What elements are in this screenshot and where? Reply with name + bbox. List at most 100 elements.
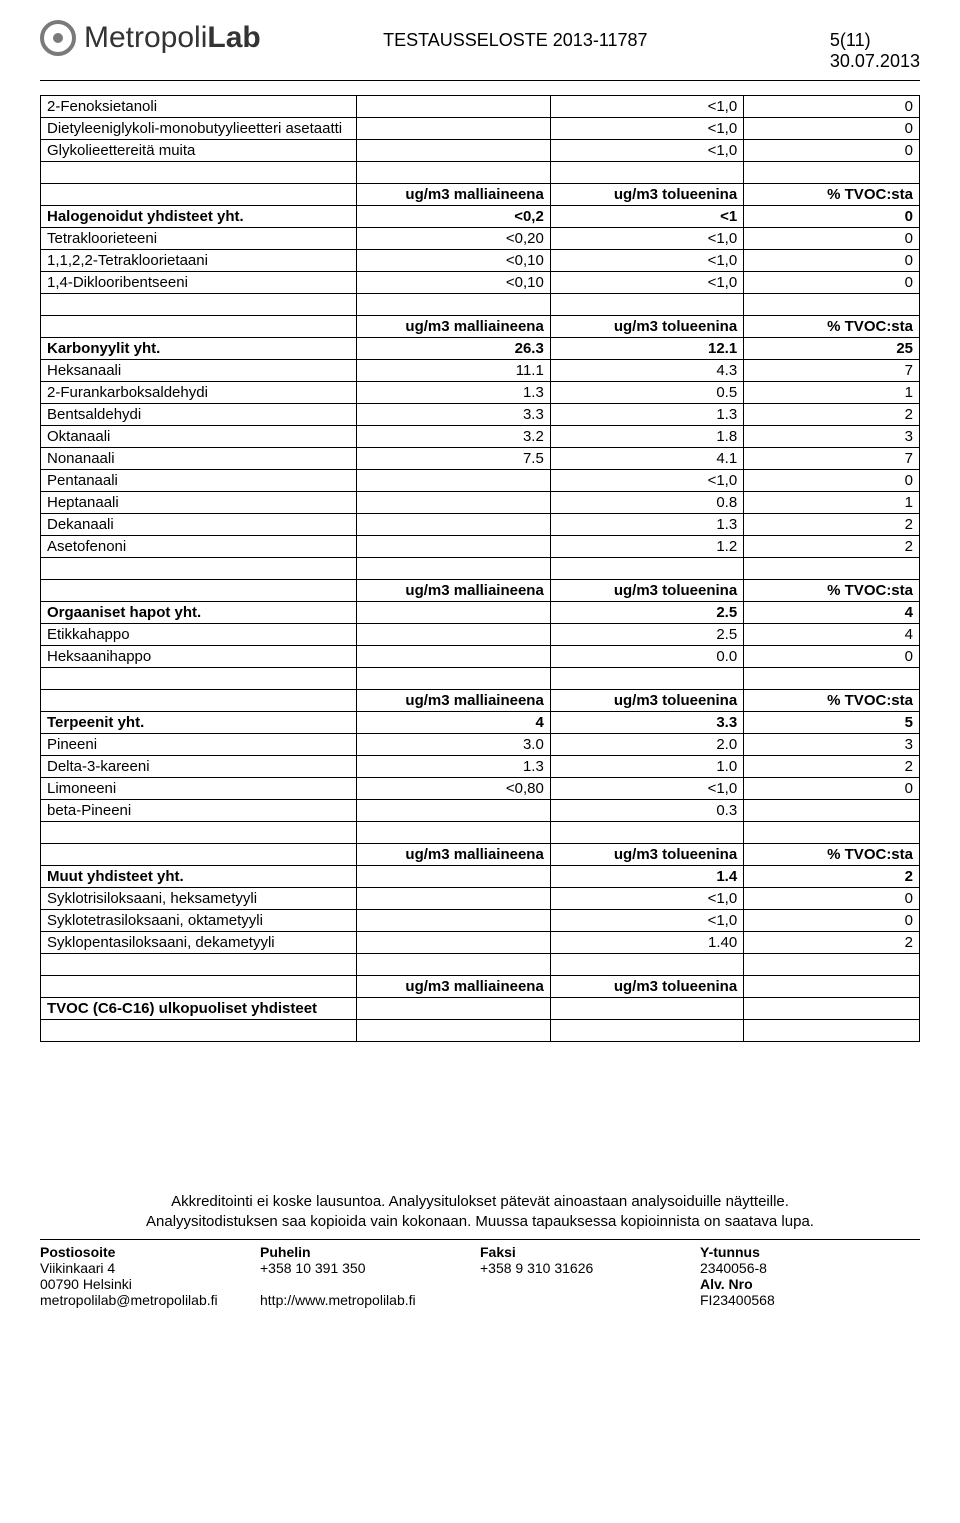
table-cell: [357, 624, 550, 646]
table-cell: 1: [744, 492, 920, 514]
table-cell: [357, 602, 550, 624]
table-cell: <1,0: [550, 888, 743, 910]
table-cell: [550, 998, 743, 1020]
table-cell: 3.3: [550, 712, 743, 734]
table-header-cell: % TVOC:sta: [744, 844, 920, 866]
logo-icon: [40, 20, 76, 56]
table-row: Glykolieettereitä muita<1,00: [41, 140, 920, 162]
table-cell: 1.3: [550, 514, 743, 536]
table-cell: <0,10: [357, 272, 550, 294]
table-row: Dekanaali 1.32: [41, 514, 920, 536]
table-cell: 4.3: [550, 360, 743, 382]
table-cell: <1,0: [550, 228, 743, 250]
footer-label: Faksi: [480, 1244, 700, 1260]
table-cell: <1,0: [550, 96, 743, 118]
table-cell: 2: [744, 756, 920, 778]
table-header-row: ug/m3 malliaineenaug/m3 tolueenina% TVOC…: [41, 844, 920, 866]
table-cell: [357, 470, 550, 492]
table-cell: <0,10: [357, 250, 550, 272]
table-cell: 25: [744, 338, 920, 360]
table-cell: [357, 910, 550, 932]
table-cell: 2.5: [550, 624, 743, 646]
table-cell: [357, 888, 550, 910]
table-row-label: beta-Pineeni: [41, 800, 357, 822]
table-cell: <0,20: [357, 228, 550, 250]
page-header: MetropoliLab TESTAUSSELOSTE 2013-11787 5…: [40, 20, 920, 72]
table-blank-row: [41, 162, 920, 184]
footer-columns: Postiosoite Viikinkaari 4 00790 Helsinki…: [40, 1244, 920, 1308]
table-blank-row: [41, 558, 920, 580]
table-row-label: Pineeni: [41, 734, 357, 756]
table-header-cell: [41, 580, 357, 602]
table-row-label: Limoneeni: [41, 778, 357, 800]
table-cell: <1,0: [550, 118, 743, 140]
table-row: Tetrakloorieteeni<0,20<1,00: [41, 228, 920, 250]
table-row-label: Dekanaali: [41, 514, 357, 536]
table-header-cell: % TVOC:sta: [744, 690, 920, 712]
table-row-label: Heptanaali: [41, 492, 357, 514]
table-row: 1,1,2,2-Tetrakloorietaani<0,10<1,00: [41, 250, 920, 272]
footer-note-line1: Akkreditointi ei koske lausuntoa. Analyy…: [40, 1192, 920, 1212]
table-row: Bentsaldehydi3.31.32: [41, 404, 920, 426]
table-header-cell: ug/m3 malliaineena: [357, 844, 550, 866]
table-row-label: Tetrakloorieteeni: [41, 228, 357, 250]
footer-note-line2: Analyysitodistuksen saa kopioida vain ko…: [40, 1212, 920, 1232]
table-cell: [357, 96, 550, 118]
table-cell: 1.3: [550, 404, 743, 426]
table-cell: 2: [744, 514, 920, 536]
table-row-label: 1,4-Diklooribentseeni: [41, 272, 357, 294]
table-row: 2-Furankarboksaldehydi1.30.51: [41, 382, 920, 404]
table-cell: 0.8: [550, 492, 743, 514]
table-row: Terpeenit yht.43.35: [41, 712, 920, 734]
table-row-label: Karbonyylit yht.: [41, 338, 357, 360]
table-row: Pentanaali<1,00: [41, 470, 920, 492]
table-cell: 0: [744, 778, 920, 800]
table-cell: 2: [744, 404, 920, 426]
page-number: 5(11): [830, 30, 920, 51]
table-row-label: Halogenoidut yhdisteet yht.: [41, 206, 357, 228]
table-row: 2-Fenoksietanoli<1,00: [41, 96, 920, 118]
table-row-label: Orgaaniset hapot yht.: [41, 602, 357, 624]
table-cell: 1.3: [357, 756, 550, 778]
table-cell: 7.5: [357, 448, 550, 470]
table-row: Etikkahappo2.54: [41, 624, 920, 646]
table-cell: 0: [744, 470, 920, 492]
table-cell: <1,0: [550, 910, 743, 932]
table-row-label: Etikkahappo: [41, 624, 357, 646]
table-cell: 4.1: [550, 448, 743, 470]
table-cell: 0: [744, 118, 920, 140]
table-cell: 4: [357, 712, 550, 734]
table-cell: <1,0: [550, 140, 743, 162]
table-cell: 1.3: [357, 382, 550, 404]
table-header-row: ug/m3 malliaineenaug/m3 tolueenina% TVOC…: [41, 690, 920, 712]
table-header-cell: [41, 690, 357, 712]
table-row: Heksaanihappo0.00: [41, 646, 920, 668]
table-row-label: Nonanaali: [41, 448, 357, 470]
table-cell: 12.1: [550, 338, 743, 360]
table-row-label: Heksaanihappo: [41, 646, 357, 668]
table-cell: <1,0: [550, 272, 743, 294]
table-cell: <0,80: [357, 778, 550, 800]
table-row-label: Bentsaldehydi: [41, 404, 357, 426]
table-cell: 3.3: [357, 404, 550, 426]
table-cell: 3.2: [357, 426, 550, 448]
table-cell: 26.3: [357, 338, 550, 360]
table-header-cell: [41, 184, 357, 206]
table-row: Heptanaali 0.81: [41, 492, 920, 514]
table-cell: 0: [744, 646, 920, 668]
table-cell: 3: [744, 426, 920, 448]
footer-value: Viikinkaari 4: [40, 1260, 260, 1276]
table-row-label: Delta-3-kareeni: [41, 756, 357, 778]
table-header-cell: [41, 844, 357, 866]
footer-col-phone: Puhelin +358 10 391 350 http://www.metro…: [260, 1244, 480, 1308]
table-header-cell: ug/m3 tolueenina: [550, 976, 743, 998]
table-cell: 7: [744, 448, 920, 470]
table-header-cell: [41, 316, 357, 338]
footer-value: metropolilab@metropolilab.fi: [40, 1292, 260, 1308]
logo-text-bold: Lab: [207, 21, 260, 54]
table-row: Delta-3-kareeni1.31.02: [41, 756, 920, 778]
table-cell: 3: [744, 734, 920, 756]
table-header-cell: ug/m3 tolueenina: [550, 844, 743, 866]
table-row: Halogenoidut yhdisteet yht.<0,2<10: [41, 206, 920, 228]
table-header-cell: % TVOC:sta: [744, 316, 920, 338]
